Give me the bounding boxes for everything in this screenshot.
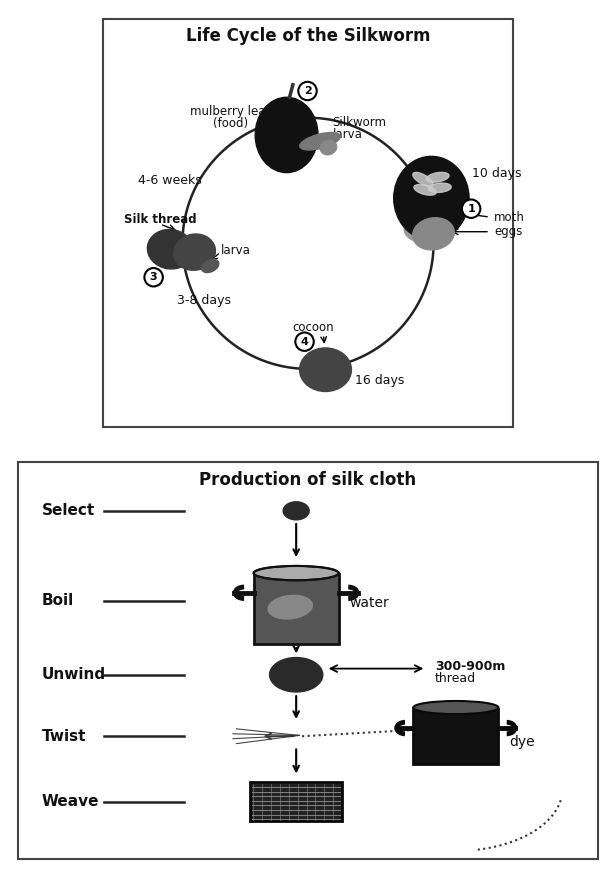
Text: 16 days: 16 days [355,374,405,386]
Circle shape [295,332,314,351]
Ellipse shape [254,566,339,580]
Text: dye: dye [509,735,535,749]
Text: water: water [349,596,389,610]
Ellipse shape [147,229,193,269]
Ellipse shape [320,140,337,154]
Circle shape [144,268,163,287]
Text: 4: 4 [301,337,309,347]
Text: Boil: Boil [42,594,74,609]
Text: 4-6 weeks: 4-6 weeks [138,174,202,187]
Ellipse shape [270,657,323,692]
Circle shape [298,82,317,100]
Text: Silkworm: Silkworm [333,116,387,129]
Ellipse shape [283,501,309,520]
Text: 10 days: 10 days [471,167,521,180]
Text: Weave: Weave [42,794,99,809]
Ellipse shape [426,173,449,182]
Text: Select: Select [42,503,95,518]
Text: eggs: eggs [494,225,522,238]
Circle shape [462,200,480,218]
Text: Silk thread: Silk thread [124,214,197,227]
Ellipse shape [255,98,318,173]
Ellipse shape [394,156,469,240]
Text: 1: 1 [468,204,475,214]
Text: 300-900m: 300-900m [435,660,506,673]
Ellipse shape [299,348,351,392]
Text: Unwind: Unwind [42,667,106,682]
Text: larva: larva [221,243,251,256]
Ellipse shape [428,183,452,193]
Text: mulberry leaf: mulberry leaf [190,106,270,119]
Ellipse shape [300,133,341,150]
Bar [254,575,339,644]
Bar [250,782,342,821]
Ellipse shape [201,259,219,273]
Ellipse shape [413,173,433,187]
Ellipse shape [174,234,216,270]
Bar [413,709,498,764]
Ellipse shape [413,218,454,250]
Text: 2: 2 [304,86,312,96]
Text: Life Cycle of the Silkworm: Life Cycle of the Silkworm [186,27,430,45]
Ellipse shape [404,218,434,242]
Ellipse shape [413,701,498,714]
Text: Production of silk cloth: Production of silk cloth [200,471,416,489]
Ellipse shape [414,185,436,195]
Text: (food): (food) [213,117,248,130]
Ellipse shape [268,596,312,619]
Text: 3: 3 [150,272,158,283]
Text: Twist: Twist [42,729,86,744]
Text: moth: moth [494,210,525,223]
Text: 3-8 days: 3-8 days [177,294,231,307]
Text: cocoon: cocoon [292,322,334,334]
Text: thread: thread [435,672,476,685]
Text: larva: larva [333,127,362,140]
